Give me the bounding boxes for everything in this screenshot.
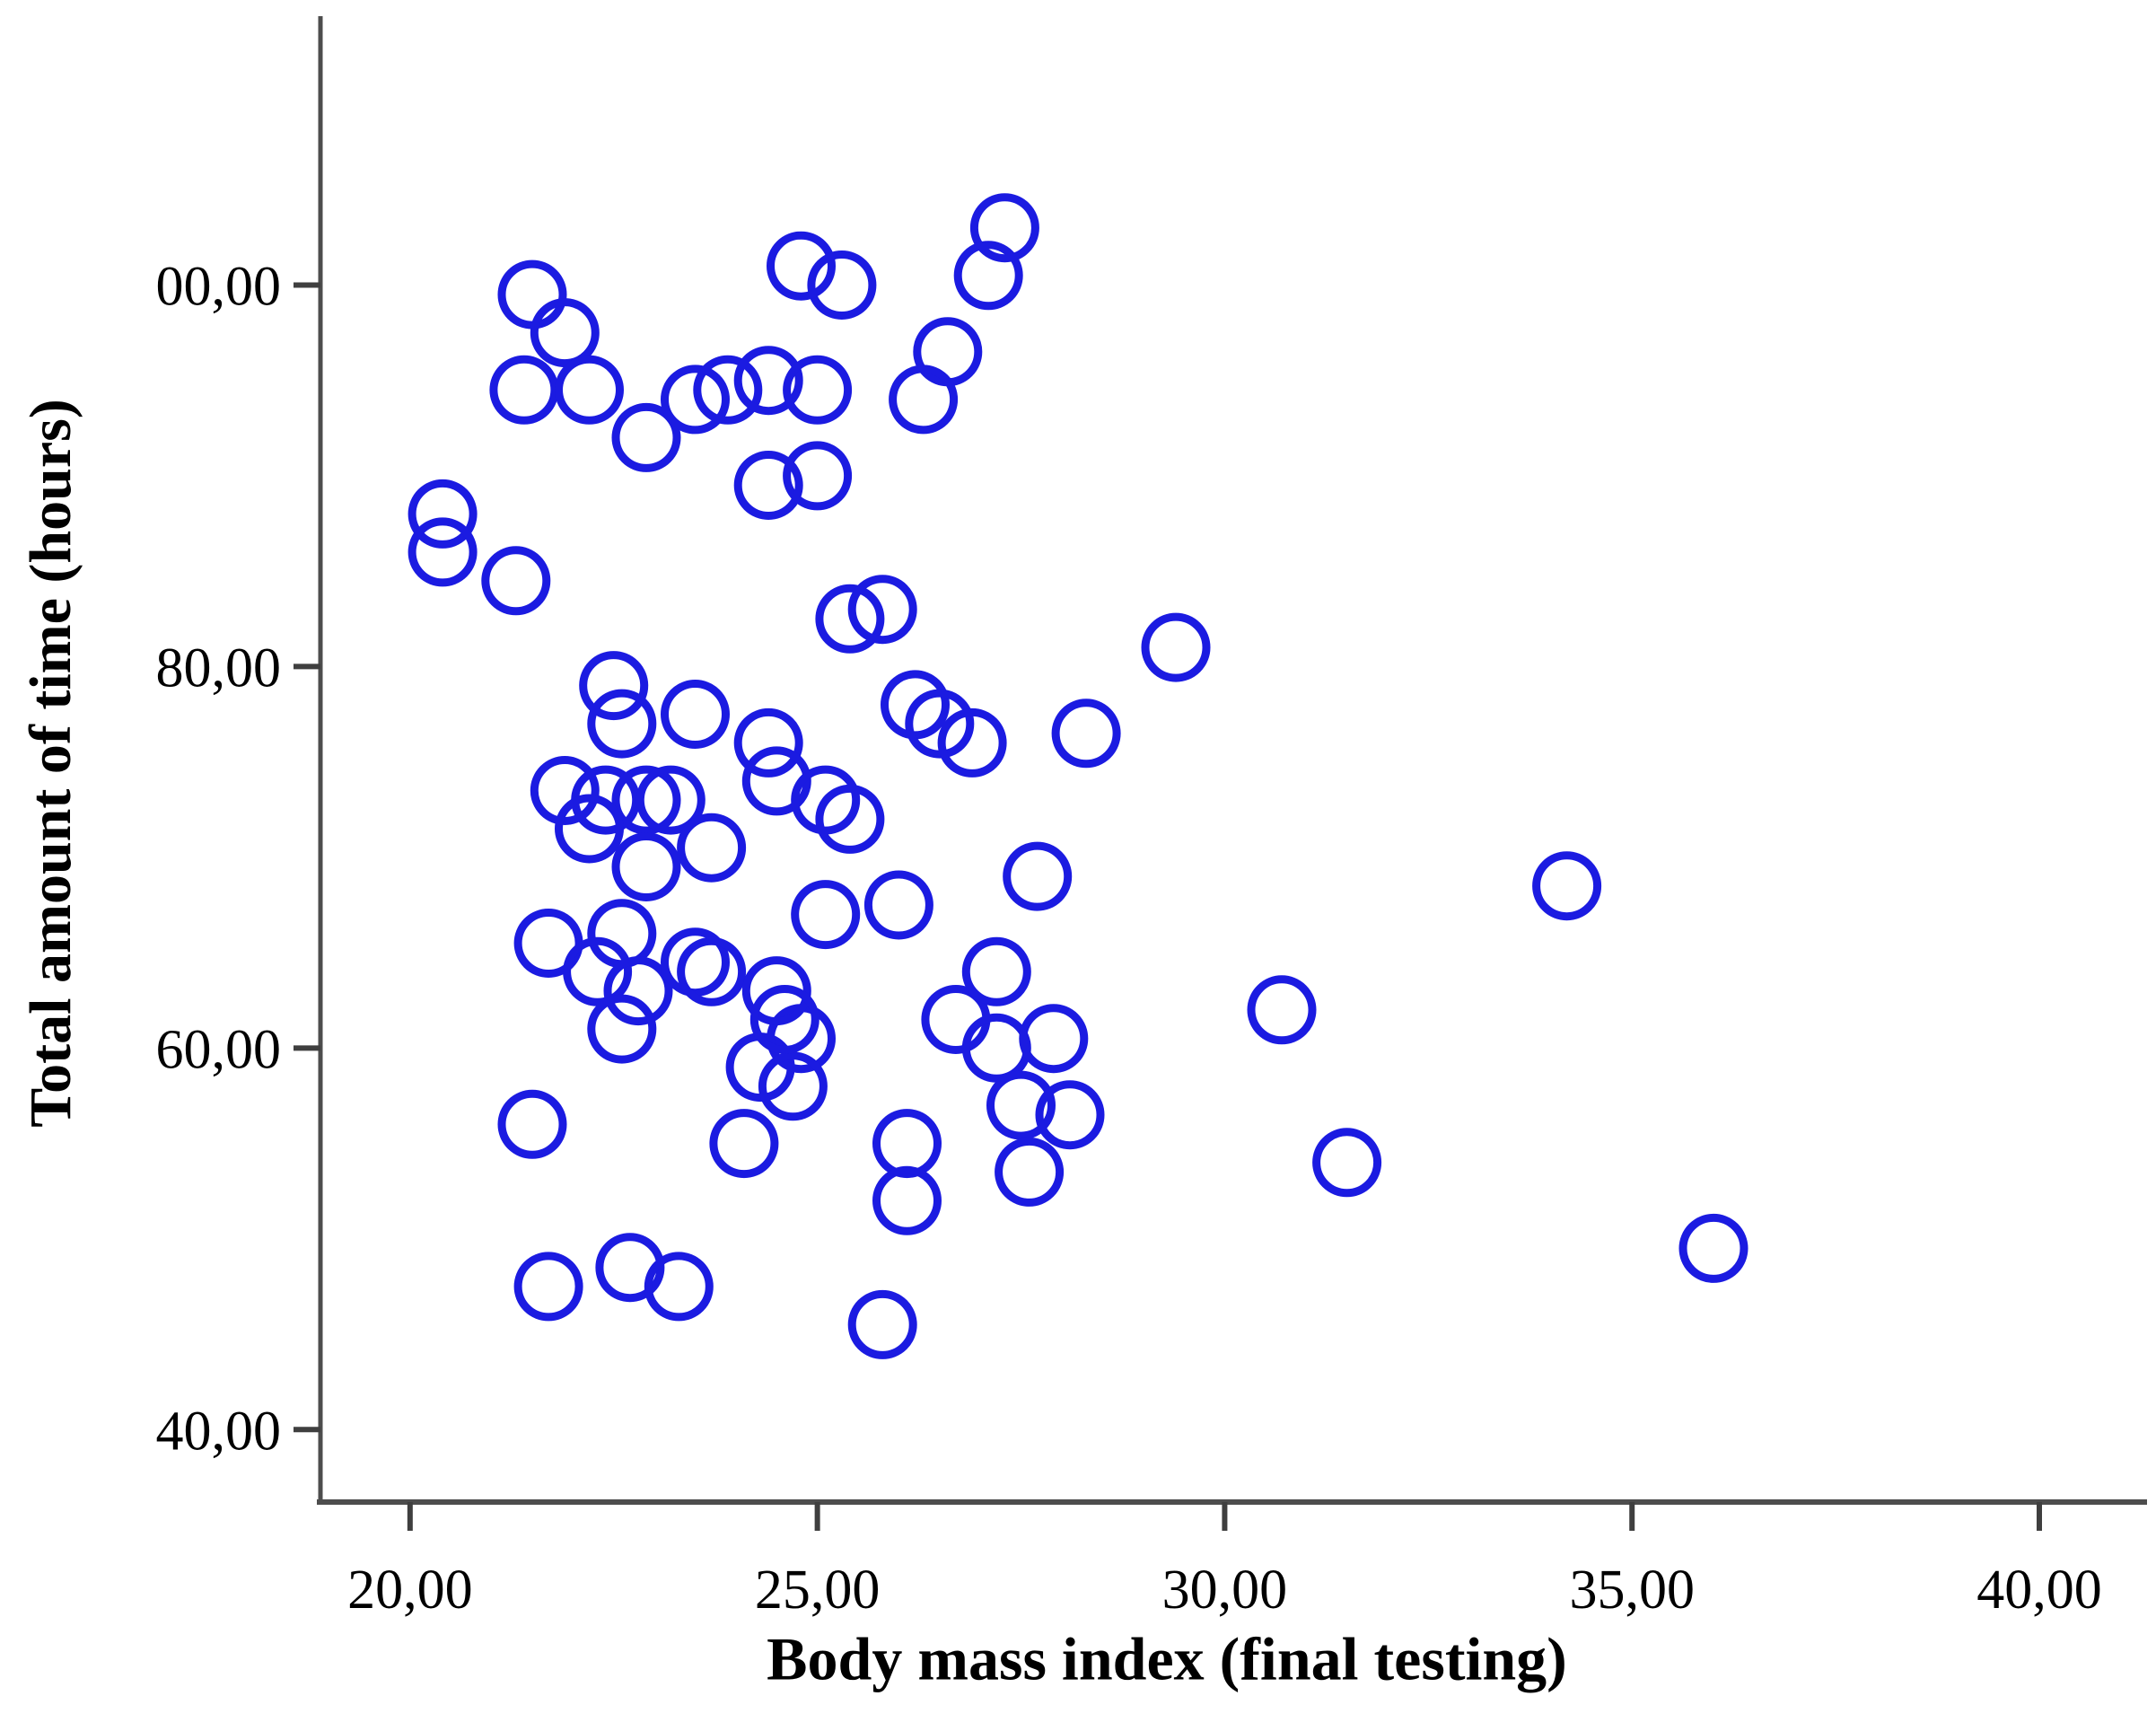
data-point [595,1233,665,1303]
x-tick-label: 30,00 [1162,1560,1288,1621]
data-point [693,355,763,425]
data-point [644,1252,714,1322]
data-point [530,298,600,368]
data-point [937,707,1007,778]
data-point [555,794,624,864]
data-point [863,870,933,940]
data-point [1678,1213,1748,1283]
data-point [847,575,917,645]
data-point [611,765,681,835]
data-point [953,241,1023,311]
y-tick-label: 40,00 [156,1401,282,1462]
data-point [497,259,567,330]
data-point [489,355,559,425]
data-point [513,1252,583,1322]
data-point [408,479,478,549]
data-point [611,832,681,901]
data-point [847,1289,917,1359]
data-point [635,765,706,835]
data-point [497,1089,567,1159]
data-point [733,707,803,778]
data-point [741,956,811,1026]
data-point [408,517,478,587]
data-point [749,985,819,1054]
data-point [611,402,681,472]
x-tick-label: 20,00 [347,1560,473,1621]
x-tick-label: 25,00 [755,1560,881,1621]
data-point [1312,1128,1382,1198]
data-point [661,365,730,435]
data-point [1532,851,1602,921]
y-axis-title: Total amount of time (hours) [18,399,83,1128]
data-point [995,1137,1065,1207]
data-point [1035,1080,1105,1150]
y-tick-label: 80,00 [156,637,282,699]
data-point [741,746,811,816]
data-point [961,936,1031,1006]
data-point [587,689,657,759]
data-point [758,1051,828,1121]
data-point [555,355,624,425]
data-point [791,880,861,950]
data-point [563,936,633,1006]
data-point [807,250,877,320]
data-point [587,994,657,1064]
data-point [783,441,853,511]
data-point [603,956,673,1026]
data-point [872,1165,942,1235]
data-point [733,346,803,416]
data-point [889,365,959,435]
data-point [530,756,600,825]
data-point [986,1070,1056,1140]
data-point [815,584,885,654]
data-point [1141,612,1211,682]
data-point [815,784,885,854]
data-point [481,546,551,616]
x-axis-title: Body mass index (final testing) [767,1624,1567,1693]
data-point [579,651,649,721]
y-tick-label: 00,00 [156,256,282,317]
x-tick-label: 40,00 [1976,1560,2102,1621]
data-point [1051,699,1121,769]
data-point [913,317,983,387]
data-point [1247,975,1317,1045]
data-point [677,936,747,1006]
data-point [767,231,836,301]
data-point [733,451,803,520]
x-tick-label: 35,00 [1569,1560,1695,1621]
data-point [1019,1004,1089,1074]
data-point [1003,841,1073,911]
data-point [872,1109,942,1179]
data-point [677,813,747,883]
data-point [661,680,730,749]
data-point [969,193,1039,263]
data-point [709,1109,779,1179]
data-point [783,355,853,425]
y-tick-label: 60,00 [156,1019,282,1080]
